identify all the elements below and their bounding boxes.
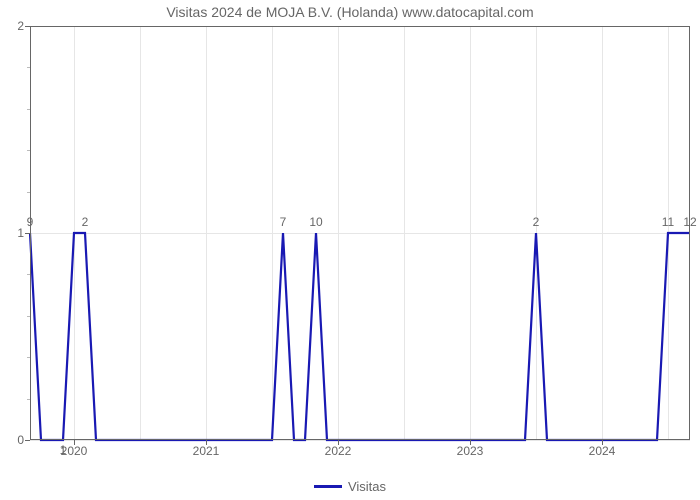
- y-tick-mark: [25, 233, 30, 234]
- data-point-label: 10: [309, 215, 322, 229]
- y-minor-tick-mark: [27, 316, 30, 317]
- x-tick-mark: [338, 440, 339, 445]
- data-point-label: 1: [60, 443, 67, 457]
- series-path: [30, 233, 690, 440]
- y-minor-tick-mark: [27, 67, 30, 68]
- x-tick-mark: [602, 440, 603, 445]
- data-point-label: 9: [27, 215, 34, 229]
- y-minor-tick-mark: [27, 274, 30, 275]
- y-minor-tick-mark: [27, 109, 30, 110]
- chart-title: Visitas 2024 de MOJA B.V. (Holanda) www.…: [0, 4, 700, 20]
- data-point-label: 2: [533, 215, 540, 229]
- y-tick-mark: [25, 440, 30, 441]
- y-minor-tick-mark: [27, 192, 30, 193]
- data-point-label: 11: [662, 215, 674, 229]
- x-tick-mark: [74, 440, 75, 445]
- legend: Visitas: [0, 478, 700, 494]
- data-point-label: 7: [280, 215, 287, 229]
- line-series-visitas: [30, 26, 690, 440]
- legend-swatch: [314, 485, 342, 488]
- x-tick-mark: [206, 440, 207, 445]
- data-point-label: 2: [82, 215, 89, 229]
- y-tick-mark: [25, 26, 30, 27]
- chart-plot-area: 012 20202021202220232024 91271021112: [30, 26, 690, 440]
- y-minor-tick-mark: [27, 150, 30, 151]
- y-minor-tick-mark: [27, 357, 30, 358]
- data-point-label: 12: [683, 215, 696, 229]
- x-tick-mark: [470, 440, 471, 445]
- y-minor-tick-mark: [27, 399, 30, 400]
- legend-label: Visitas: [348, 479, 386, 494]
